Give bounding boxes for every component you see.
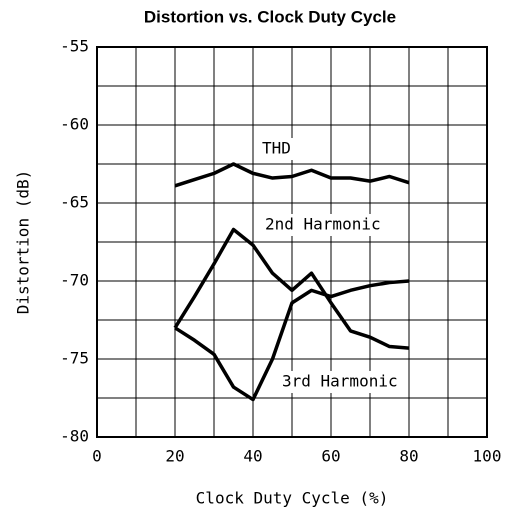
y-tick-label: -70 [60, 271, 89, 290]
series-label-bg [279, 371, 405, 393]
series-label: 2nd Harmonic [265, 215, 381, 234]
y-tick-label: -55 [60, 37, 89, 56]
y-tick-label: -60 [60, 115, 89, 134]
chart-title: Distortion vs. Clock Duty Cycle [144, 7, 396, 26]
y-tick-label: -75 [60, 349, 89, 368]
series-label: 3rd Harmonic [282, 372, 398, 391]
series-line [173, 227, 410, 350]
x-tick-label: 20 [165, 447, 184, 466]
y-axis-label: Distortion (dB) [14, 170, 33, 315]
x-tick-label: 80 [399, 447, 418, 466]
series-line [174, 162, 410, 188]
y-tick-label: -65 [60, 193, 89, 212]
x-tick-label: 40 [243, 447, 262, 466]
series-label-bg [262, 214, 388, 236]
y-tick-label: -80 [60, 427, 89, 446]
plot-frame [96, 46, 488, 438]
x-axis-label: Clock Duty Cycle (%) [196, 489, 389, 508]
series-label: THD [262, 139, 291, 158]
series-label-bg [259, 138, 295, 160]
x-tick-label: 60 [321, 447, 340, 466]
x-tick-label: 0 [92, 447, 102, 466]
x-tick-label: 100 [473, 447, 502, 466]
series-line [174, 279, 410, 402]
